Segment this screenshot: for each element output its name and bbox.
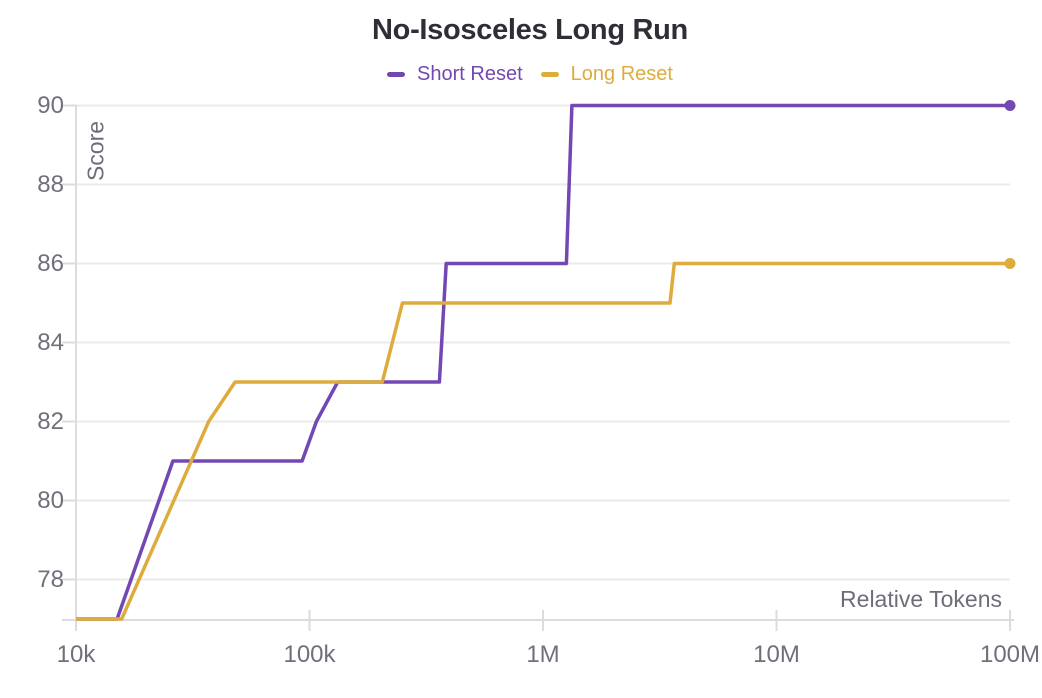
legend-label-short-reset: Short Reset: [417, 63, 523, 85]
y-axis-title: Score: [82, 120, 109, 182]
legend: Short Reset Long Reset: [0, 63, 1042, 86]
series-line-long-reset[interactable]: [76, 261, 1010, 621]
x-tick-label: 10M: [753, 641, 800, 668]
legend-swatch-long-reset-icon: [540, 72, 559, 77]
series-line-short-reset[interactable]: [76, 103, 1010, 621]
series-end-dot-long-reset[interactable]: [1004, 258, 1016, 269]
x-tick-label: 1M: [526, 641, 560, 668]
series-end-dot-short-reset[interactable]: [1004, 100, 1016, 111]
legend-swatch-short-reset-icon: [387, 72, 406, 77]
y-tick-label: 78: [37, 565, 64, 593]
y-tick-label: 80: [37, 486, 64, 514]
y-tick-label: 88: [37, 170, 64, 198]
legend-label-long-reset: Long Reset: [570, 63, 673, 85]
x-axis-title: Relative Tokens: [840, 586, 1002, 612]
y-tick-label: 84: [37, 328, 64, 356]
x-tick-label: 100M: [979, 641, 1041, 668]
y-tick-label: 86: [37, 249, 64, 277]
legend-item-short-reset[interactable]: Short Reset: [387, 63, 523, 86]
y-tick-label: 90: [37, 91, 64, 119]
x-tick-label: 100k: [283, 641, 336, 668]
legend-item-long-reset[interactable]: Long Reset: [540, 63, 673, 86]
y-tick-label: 82: [37, 407, 64, 435]
chart-title: No-Isosceles Long Run: [372, 14, 688, 46]
x-tick-label: 10k: [56, 641, 96, 668]
